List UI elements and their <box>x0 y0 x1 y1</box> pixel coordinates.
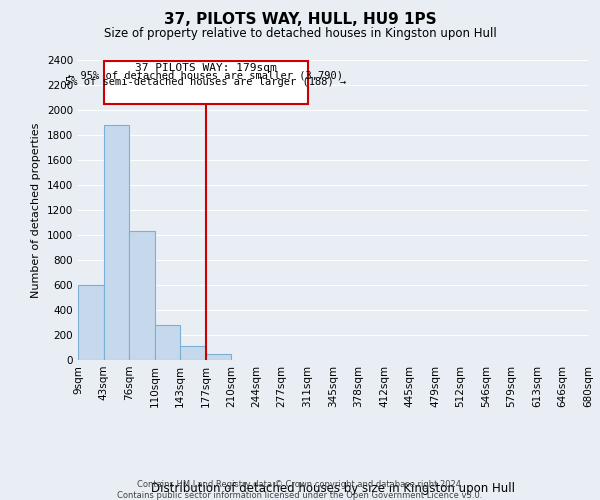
Text: Contains HM Land Registry data © Crown copyright and database right 2024.
Contai: Contains HM Land Registry data © Crown c… <box>118 480 482 500</box>
Y-axis label: Number of detached properties: Number of detached properties <box>31 122 41 298</box>
Bar <box>206 354 231 360</box>
Bar <box>155 325 180 360</box>
Text: Size of property relative to detached houses in Kingston upon Hull: Size of property relative to detached ho… <box>104 28 496 40</box>
Text: 5% of semi-detached houses are larger (188) →: 5% of semi-detached houses are larger (1… <box>65 77 346 87</box>
Bar <box>129 231 155 360</box>
Text: 37 PILOTS WAY: 179sqm: 37 PILOTS WAY: 179sqm <box>135 63 277 73</box>
Bar <box>78 285 104 360</box>
Text: 37, PILOTS WAY, HULL, HU9 1PS: 37, PILOTS WAY, HULL, HU9 1PS <box>164 12 436 28</box>
Bar <box>104 61 308 104</box>
Text: Distribution of detached houses by size in Kingston upon Hull: Distribution of detached houses by size … <box>151 482 515 495</box>
Bar <box>180 346 206 360</box>
Text: ← 95% of detached houses are smaller (3,790): ← 95% of detached houses are smaller (3,… <box>68 70 343 80</box>
Bar <box>104 125 129 360</box>
